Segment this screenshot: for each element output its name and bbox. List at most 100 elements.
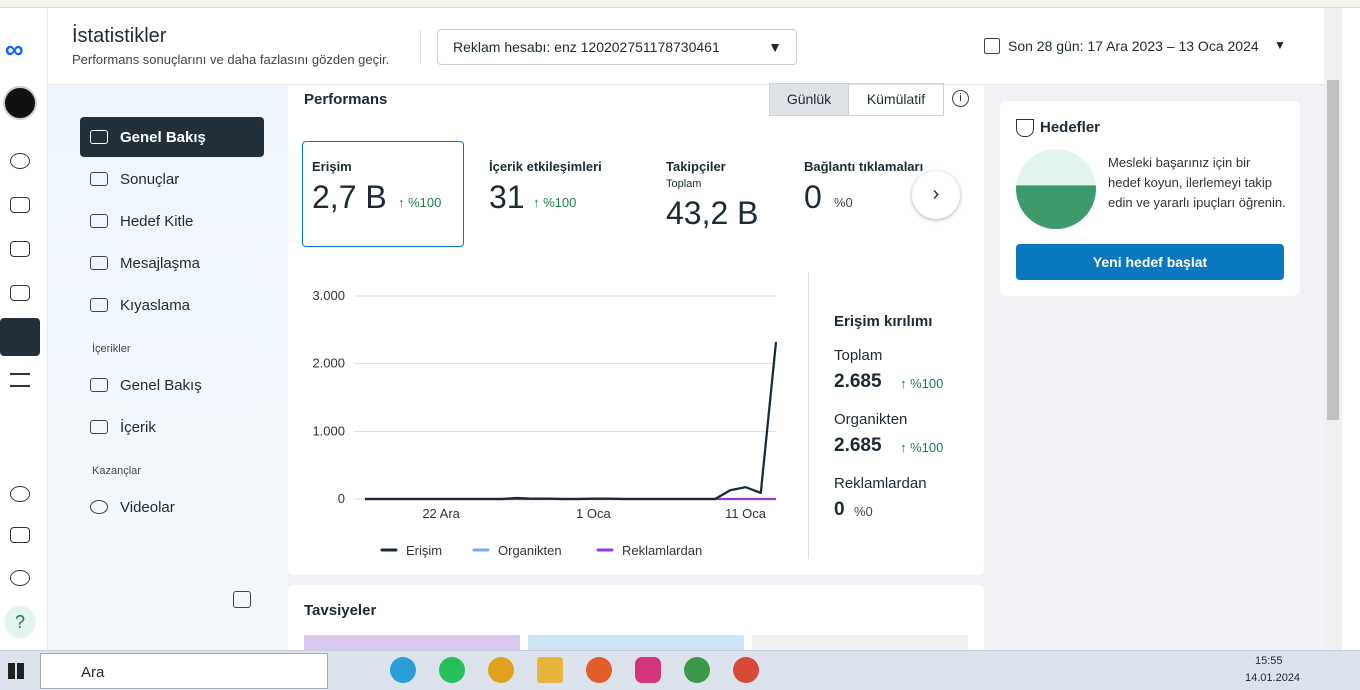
breakdown-label: Reklamlardan: [834, 475, 927, 492]
rail-icon[interactable]: [10, 241, 30, 257]
divider: [420, 30, 421, 64]
rail-icon[interactable]: [10, 153, 30, 169]
nav-item[interactable]: Hedef Kitle: [80, 201, 264, 241]
metric-label: Erişim: [312, 159, 352, 174]
metric-value: 31: [489, 179, 525, 215]
rail-icon[interactable]: [10, 527, 30, 543]
metric-label: Bağlantı tıklamaları: [804, 159, 924, 174]
nav-label: Genel Bakış: [120, 128, 206, 146]
metric-label: İçerik etkileşimleri: [489, 159, 602, 174]
subtitle: Performans sonuçlarını ve daha fazlasını…: [72, 52, 390, 67]
nav-item[interactable]: İçerik: [80, 407, 264, 447]
taskbar-app[interactable]: [488, 657, 514, 683]
taskbar-app[interactable]: [684, 657, 710, 683]
goals-title: Hedefler: [1040, 119, 1101, 136]
nav-label: İçerik: [120, 418, 156, 436]
breakdown-value: 2.685: [834, 371, 882, 392]
scrollbar[interactable]: [1324, 8, 1342, 650]
rec-image: [752, 635, 968, 650]
x-tick-label: 1 Oca: [576, 506, 611, 521]
search-box[interactable]: Ara: [40, 653, 328, 689]
recommendations-title: Tavsiyeler: [304, 602, 377, 619]
breakdown-change: %0: [854, 504, 873, 519]
section-label: İçerikler: [92, 343, 131, 355]
rail-icon[interactable]: [10, 197, 30, 213]
recommendations-panel: Tavsiyeler: [288, 585, 984, 650]
divider: [808, 272, 809, 559]
chart: 0 1.000 2.000 3.000 22 Ara 1 Oca 11 Oca Erişim O…: [312, 288, 778, 558]
y-tick-label: 3.000: [312, 288, 345, 303]
y-tick-label: 0: [338, 491, 345, 506]
rail-active[interactable]: [0, 318, 40, 356]
scroll-thumb[interactable]: [1327, 80, 1339, 420]
date-range[interactable]: Son 28 gün: 17 Ara 2023 – 13 Oca 2024: [1008, 38, 1259, 54]
browser-strip: [0, 0, 1360, 8]
nav-item[interactable]: Genel Bakış: [80, 117, 264, 157]
sidebar: [48, 85, 288, 650]
rail-icon[interactable]: [10, 285, 30, 301]
panel-title: Performans: [304, 91, 388, 108]
title: İstatistikler: [72, 25, 167, 47]
account: Reklam hesabı: enz 120202751178730461: [453, 39, 720, 55]
metric-value: 2,7 B: [312, 179, 387, 215]
account-select[interactable]: Reklam hesabı: enz 120202751178730461 ▼: [437, 29, 797, 65]
metric-sublabel: Toplam: [666, 178, 702, 190]
dropdown-arrow[interactable]: ▼: [1274, 38, 1286, 52]
trophy-icon: [1016, 119, 1034, 137]
page-edge: [1342, 8, 1360, 650]
goals-button[interactable]: Yeni hedef başlat: [1016, 244, 1284, 280]
rec-image: [528, 635, 744, 650]
search-text: Ara: [81, 664, 105, 681]
taskbar-app[interactable]: [537, 657, 563, 683]
calendar-icon: [984, 38, 1000, 54]
toggle-button[interactable]: Kümülatif: [848, 83, 944, 116]
icon-rail: ∞ ?: [0, 8, 48, 650]
goals-text: Mesleki başarınız için bir hedef koyun, …: [1108, 155, 1286, 210]
metric-label: Takipçiler: [666, 159, 726, 174]
metric-change: ↑ %100: [533, 195, 577, 210]
legend-label: Erişim: [406, 543, 442, 558]
metric-change-value: %100: [543, 195, 577, 210]
nav-label: Mesajlaşma: [120, 254, 201, 272]
info-icon[interactable]: i: [952, 90, 969, 107]
metric-change: ↑ %100: [398, 195, 442, 210]
nav-item[interactable]: Videolar: [80, 487, 264, 527]
taskbar-app[interactable]: [635, 657, 661, 683]
breakdown-change-value: %100: [910, 376, 944, 391]
taskbar-app[interactable]: [733, 657, 759, 683]
nav-label: Videolar: [120, 498, 175, 516]
taskbar-app[interactable]: [586, 657, 612, 683]
collapse-button[interactable]: [233, 591, 251, 608]
rail-search[interactable]: [10, 486, 30, 502]
start-button[interactable]: [8, 663, 24, 679]
metric-value: 43,2 B: [666, 195, 759, 231]
meta-logo: ∞: [5, 34, 24, 64]
clock-time: 15:55: [1255, 655, 1283, 667]
nav-item[interactable]: Kıyaslama: [80, 285, 264, 325]
breakdown-label: Toplam: [834, 347, 883, 364]
next-button[interactable]: ›: [912, 171, 960, 219]
nav-item[interactable]: Genel Bakış: [80, 365, 264, 405]
breakdown-label: Organikten: [834, 411, 908, 428]
nav-item[interactable]: Mesajlaşma: [80, 243, 264, 283]
metric-change-value: %100: [408, 195, 442, 210]
nav-item[interactable]: Sonuçlar: [80, 159, 264, 199]
rail-settings[interactable]: [10, 570, 30, 586]
goals-card: Hedefler Mesleki başarınız için bir hede…: [1000, 101, 1300, 296]
breakdown-value: 2.685: [834, 435, 882, 456]
rail-menu[interactable]: [10, 373, 30, 387]
metric-change: %0: [834, 195, 853, 210]
taskbar-app[interactable]: [390, 657, 416, 683]
toggle-button[interactable]: Günlük: [769, 83, 849, 116]
clock-date: 14.01.2024: [1245, 672, 1301, 684]
taskbar-app[interactable]: [439, 657, 465, 683]
metric-card-selected[interactable]: [302, 141, 464, 247]
breakdown-change: ↑ %100: [900, 376, 944, 391]
x-tick-label: 11 Oca: [725, 506, 767, 521]
help[interactable]: ?: [4, 606, 36, 638]
breakdown-change: ↑ %100: [900, 440, 944, 455]
breakdown-change-value: %100: [910, 440, 944, 455]
avatar[interactable]: [3, 86, 37, 120]
nav-label: Kıyaslama: [120, 296, 191, 314]
